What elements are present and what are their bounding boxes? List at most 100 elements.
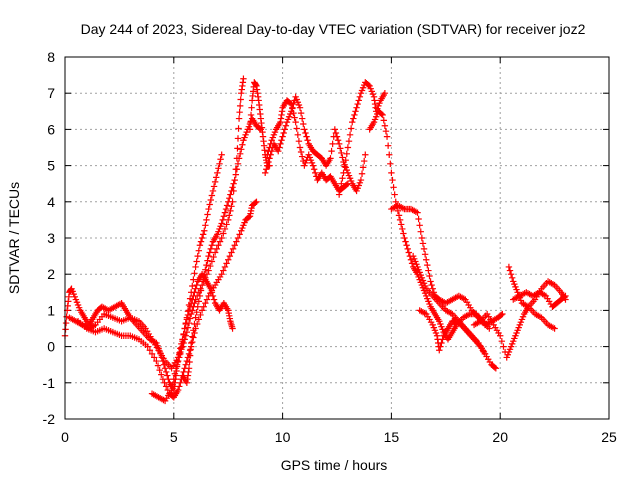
data-point — [215, 242, 222, 249]
data-point — [277, 140, 284, 148]
data-point — [193, 258, 200, 265]
data-point — [234, 145, 241, 152]
data-point — [196, 292, 204, 300]
data-point — [223, 260, 230, 267]
data-point — [263, 166, 270, 173]
data-point — [200, 303, 207, 310]
data-point — [427, 278, 434, 285]
data-point — [216, 238, 224, 245]
data-point — [191, 270, 198, 277]
data-point — [210, 183, 218, 190]
data-point — [188, 310, 195, 318]
data-point — [252, 199, 259, 206]
data-point — [239, 141, 246, 148]
data-point — [162, 368, 170, 376]
data-point — [198, 281, 206, 289]
data-point — [276, 144, 283, 151]
y-tick-label: 3 — [47, 230, 55, 246]
data-point — [300, 120, 307, 128]
data-point — [332, 129, 340, 137]
data-point — [508, 274, 516, 282]
data-point — [379, 111, 386, 119]
data-point — [298, 115, 306, 122]
data-point — [282, 122, 290, 129]
data-point — [183, 316, 191, 323]
data-point — [346, 131, 354, 139]
data-point — [492, 365, 500, 372]
data-point — [209, 187, 217, 195]
data-point — [225, 198, 232, 205]
data-point — [296, 104, 304, 111]
data-point — [378, 110, 385, 118]
data-point — [206, 249, 213, 256]
data-point — [217, 156, 224, 163]
data-point — [179, 337, 186, 345]
data-point — [404, 245, 411, 253]
data-point — [335, 140, 343, 148]
data-point — [204, 257, 211, 264]
data-point — [331, 126, 339, 133]
data-point — [486, 325, 493, 332]
data-point — [148, 350, 156, 358]
data-point — [439, 336, 446, 343]
data-point — [507, 271, 515, 278]
data-point — [400, 230, 407, 237]
data-point — [196, 242, 204, 249]
x-tick-label: 10 — [275, 429, 291, 445]
data-point — [201, 227, 208, 234]
data-point — [288, 108, 295, 115]
data-point — [298, 153, 306, 160]
data-point — [236, 109, 243, 116]
data-point — [245, 213, 253, 221]
data-point — [380, 117, 387, 124]
data-point — [185, 319, 193, 327]
data-point — [190, 276, 197, 283]
data-point — [397, 221, 405, 228]
data-point — [247, 118, 254, 126]
data-point — [339, 175, 346, 182]
data-point — [335, 191, 343, 198]
data-point — [231, 176, 238, 184]
data-point — [184, 324, 192, 331]
data-point — [334, 137, 342, 144]
data-point — [402, 238, 409, 245]
data-point — [497, 332, 504, 339]
data-point — [146, 347, 154, 354]
y-tick-label: -1 — [43, 375, 56, 391]
x-axis-label: GPS time / hours — [281, 457, 388, 473]
data-point — [297, 109, 305, 117]
data-point — [161, 365, 169, 372]
data-point — [290, 100, 297, 108]
x-tick-label: 25 — [601, 429, 617, 445]
y-tick-label: 6 — [47, 121, 55, 137]
data-point — [226, 194, 233, 202]
data-point — [221, 225, 229, 233]
data-point — [186, 303, 194, 310]
data-point — [231, 242, 238, 249]
data-point — [205, 267, 212, 274]
data-point — [395, 212, 403, 219]
data-point — [339, 154, 346, 161]
data-point — [197, 287, 205, 294]
data-point — [234, 234, 242, 242]
data-point — [295, 137, 303, 145]
data-point — [403, 242, 410, 249]
data-point — [420, 245, 428, 253]
data-point — [235, 155, 243, 162]
data-point — [329, 140, 336, 148]
data-point — [198, 234, 206, 242]
data-point — [417, 228, 424, 235]
data-point — [303, 133, 310, 140]
data-point — [220, 213, 228, 220]
data-point — [399, 225, 406, 233]
data-point — [261, 169, 269, 177]
data-point — [220, 230, 227, 237]
data-point — [352, 108, 359, 115]
data-point — [232, 171, 240, 178]
data-point — [190, 334, 197, 341]
y-tick-label: -2 — [43, 411, 56, 427]
data-point — [218, 151, 225, 158]
data-point — [384, 142, 392, 149]
data-point — [248, 104, 255, 111]
data-point — [343, 181, 350, 188]
